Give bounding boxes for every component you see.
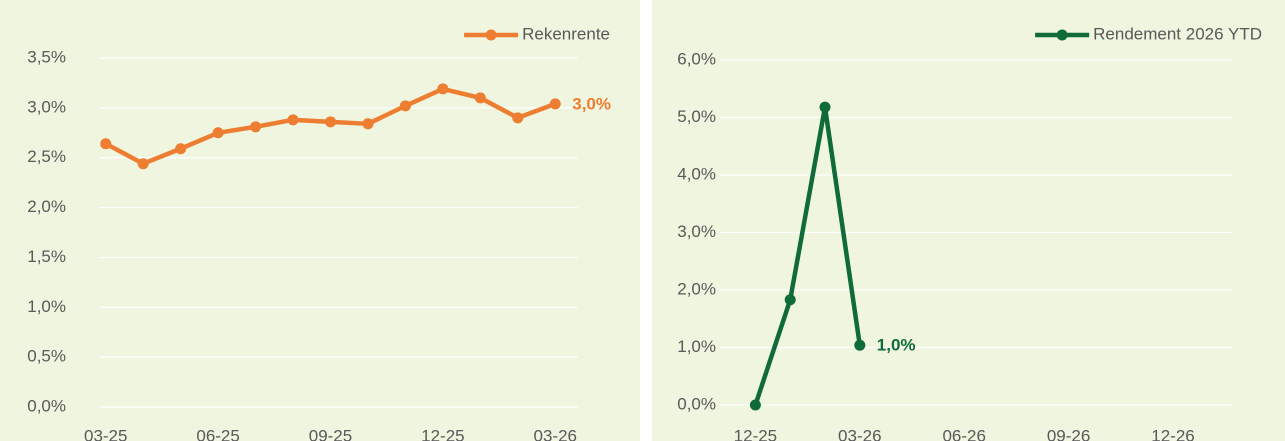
- y-tick-label: 3,0%: [27, 97, 66, 116]
- point: [100, 138, 112, 150]
- x-tick-label: 09-25: [309, 426, 352, 441]
- point: [749, 399, 761, 411]
- x-tick-label: 12-25: [734, 426, 777, 441]
- x-tick-label: 12-26: [1151, 426, 1194, 441]
- y-tick-label: 2,0%: [27, 197, 66, 216]
- point: [854, 339, 866, 351]
- point: [287, 114, 299, 126]
- panel-background: [0, 0, 640, 441]
- x-tick-label: 03-25: [84, 426, 127, 441]
- panel-background: [652, 0, 1285, 441]
- y-tick-label: 0,0%: [27, 396, 66, 415]
- x-tick-label: 09-26: [1047, 426, 1090, 441]
- x-tick-label: 12-25: [421, 426, 464, 441]
- y-tick-label: 1,0%: [677, 337, 716, 356]
- y-tick-label: 0,5%: [27, 347, 66, 366]
- legend-label: Rendement 2026 YTD: [1093, 24, 1262, 43]
- value-label: 1,0%: [877, 336, 916, 355]
- y-tick-label: 4,0%: [677, 164, 716, 183]
- x-tick-label: 06-25: [196, 426, 239, 441]
- point: [549, 98, 561, 110]
- y-tick-label: 3,5%: [27, 47, 66, 66]
- y-tick-label: 3,0%: [677, 222, 716, 241]
- point: [250, 121, 262, 133]
- point: [819, 101, 831, 113]
- point: [175, 143, 187, 155]
- point: [512, 112, 524, 124]
- point: [362, 118, 374, 130]
- y-tick-label: 0,0%: [677, 394, 716, 413]
- legend-marker: [485, 29, 497, 41]
- x-tick-label: 03-26: [534, 426, 577, 441]
- point: [324, 116, 336, 128]
- y-tick-label: 2,5%: [27, 147, 66, 166]
- line: [753, 104, 863, 406]
- point: [137, 158, 149, 170]
- point: [399, 100, 411, 112]
- y-tick-label: 2,0%: [677, 279, 716, 298]
- y-tick-label: 1,5%: [27, 247, 66, 266]
- x-tick-label: 03-26: [838, 426, 881, 441]
- point: [784, 294, 796, 306]
- legend-label: Rekenrente: [522, 24, 610, 43]
- value-label: 3,0%: [572, 94, 611, 113]
- point: [212, 127, 224, 139]
- y-tick-label: 5,0%: [677, 107, 716, 126]
- x-tick-label: 06-26: [942, 426, 985, 441]
- point: [437, 83, 449, 95]
- y-tick-label: 6,0%: [677, 49, 716, 68]
- point: [474, 92, 486, 104]
- y-tick-label: 1,0%: [27, 297, 66, 316]
- legend-marker: [1056, 29, 1068, 41]
